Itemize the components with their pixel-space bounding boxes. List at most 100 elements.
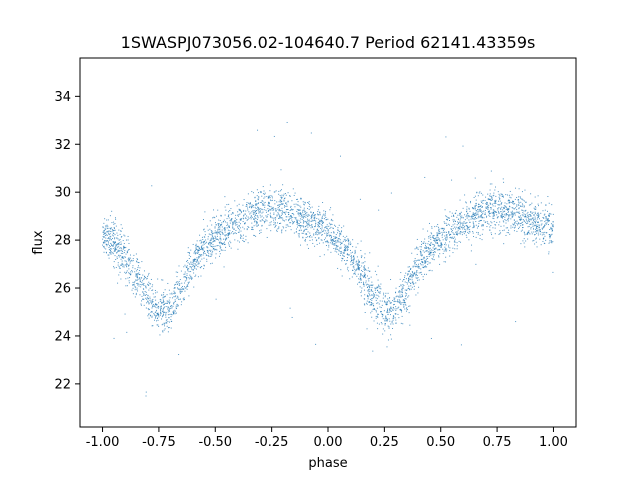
data-point [160,305,162,307]
data-point [344,249,346,251]
data-point [457,218,459,220]
data-point [112,235,114,237]
data-point [105,225,107,227]
data-point [481,233,483,235]
data-point [466,225,468,227]
data-point [224,214,226,216]
data-point [200,254,202,256]
data-point [245,235,247,237]
data-point [354,249,356,251]
data-point [232,223,234,225]
data-point [515,321,517,323]
data-point [304,228,306,230]
data-point [523,220,525,222]
data-point [384,323,386,325]
data-point [264,206,266,208]
data-point [225,237,227,239]
data-point [211,242,213,244]
data-point [327,249,329,251]
data-point [328,244,330,246]
data-point [224,221,226,223]
x-tick-label: -0.75 [142,435,176,450]
data-point [333,240,335,242]
data-point [369,295,371,297]
data-point [282,195,284,197]
data-point [281,232,283,234]
data-point [524,189,526,191]
data-point [310,211,312,213]
data-point [195,261,197,263]
data-point [282,226,284,228]
data-point [119,243,121,245]
data-point [147,283,149,285]
data-point [110,242,112,244]
data-point [424,262,426,264]
data-point [466,225,468,227]
data-point [174,311,176,313]
data-point [516,209,518,211]
data-point [387,320,389,322]
data-point [120,278,122,280]
data-point [503,207,505,209]
data-point [103,251,105,253]
data-point [347,238,349,240]
data-point [238,221,240,223]
data-point [331,223,333,225]
data-point [164,325,166,327]
data-point [246,228,248,230]
data-point [458,226,460,228]
scatter-points [102,121,554,397]
data-point [313,233,315,235]
data-point [207,242,209,244]
data-point [363,298,365,300]
data-point [360,292,362,294]
data-point [413,285,415,287]
data-point [351,260,353,262]
data-point [268,197,270,199]
data-point [292,188,294,190]
data-point [238,214,240,216]
data-point [250,215,252,217]
data-point [522,209,524,211]
data-point [251,222,253,224]
data-point [500,232,502,234]
data-point [151,300,153,302]
data-point [495,200,497,202]
data-point [425,266,427,268]
data-point [124,264,126,266]
data-point [310,132,312,134]
data-point [523,200,525,202]
data-point [259,220,261,222]
data-point [408,273,410,275]
data-point [204,234,206,236]
data-point [408,285,410,287]
data-point [177,288,179,290]
data-point [473,226,475,228]
data-point [276,229,278,231]
data-point [549,235,551,237]
data-point [319,212,321,214]
data-point [496,221,498,223]
data-point [323,229,325,231]
data-point [549,229,551,231]
data-point [216,249,218,251]
data-point [195,268,197,270]
data-point [309,220,311,222]
data-point [394,297,396,299]
data-point [249,213,251,215]
data-point [529,224,531,226]
data-point [305,216,307,218]
data-point [252,212,254,214]
data-point [486,226,488,228]
data-point [432,247,434,249]
data-point [128,265,130,267]
data-point [411,271,413,273]
data-point [507,200,509,202]
data-point [544,231,546,233]
data-point [224,230,226,232]
data-point [198,254,200,256]
data-point [513,214,515,216]
data-point [309,239,311,241]
data-point [142,288,144,290]
data-point [505,220,507,222]
